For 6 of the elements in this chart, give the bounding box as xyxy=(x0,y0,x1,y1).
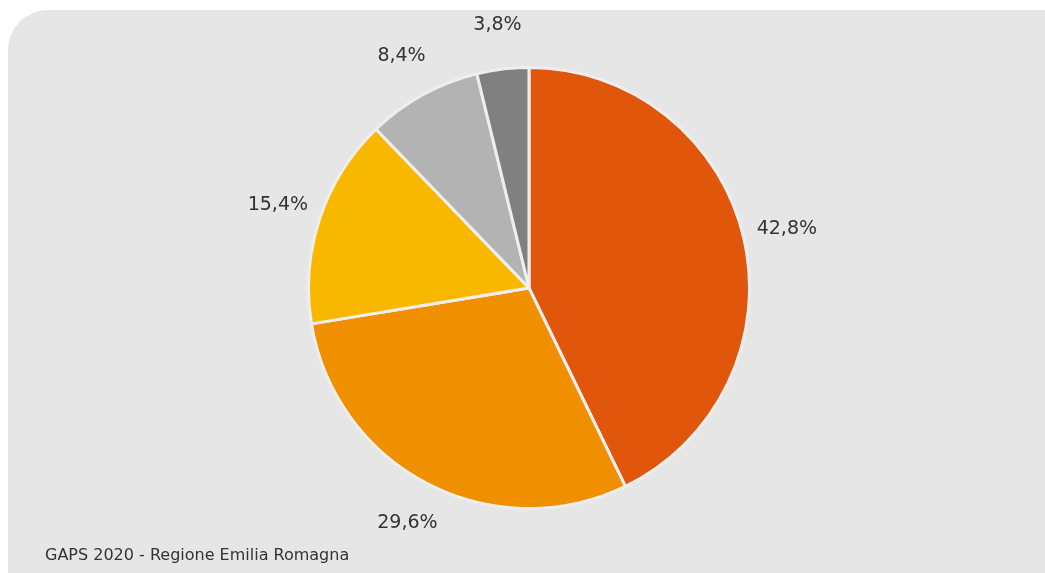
data-label: 29,6% xyxy=(377,509,438,532)
data-label: 42,8% xyxy=(756,215,818,238)
text: GAPS 2020 - Regione Emilia Romagna xyxy=(45,545,350,564)
data-label: 3,8% xyxy=(473,12,522,35)
data-label: 8,4% xyxy=(377,43,426,66)
data-label: 15,4% xyxy=(247,191,309,214)
